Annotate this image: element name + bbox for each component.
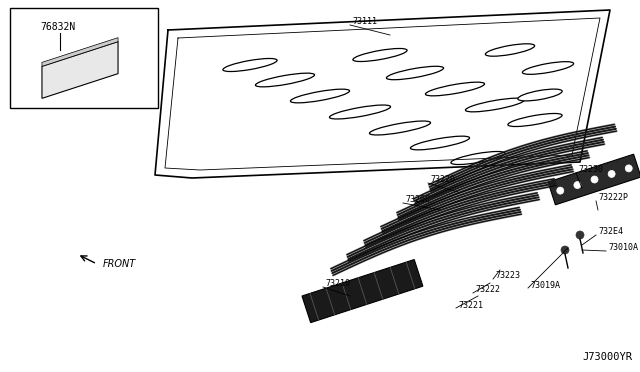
Circle shape xyxy=(574,182,581,189)
Text: 7320C: 7320C xyxy=(405,196,430,205)
Circle shape xyxy=(608,170,615,177)
Polygon shape xyxy=(42,38,118,66)
Text: 73111: 73111 xyxy=(352,17,377,26)
Ellipse shape xyxy=(330,105,390,119)
Text: 73222: 73222 xyxy=(475,285,500,295)
Polygon shape xyxy=(42,42,118,98)
Ellipse shape xyxy=(353,48,407,61)
Ellipse shape xyxy=(518,89,562,101)
Ellipse shape xyxy=(387,66,444,80)
Ellipse shape xyxy=(223,58,277,71)
Text: 732E4: 732E4 xyxy=(598,228,623,237)
Ellipse shape xyxy=(522,62,573,74)
Text: 73210: 73210 xyxy=(325,279,350,289)
Text: 73223: 73223 xyxy=(495,272,520,280)
Circle shape xyxy=(591,176,598,183)
Bar xyxy=(10,8,158,108)
Circle shape xyxy=(576,231,584,239)
Ellipse shape xyxy=(465,98,525,112)
Circle shape xyxy=(561,246,569,254)
Polygon shape xyxy=(302,260,423,323)
Ellipse shape xyxy=(451,151,505,164)
Ellipse shape xyxy=(369,121,431,135)
Text: 73010A: 73010A xyxy=(608,244,638,253)
Ellipse shape xyxy=(255,73,314,87)
Circle shape xyxy=(625,165,632,172)
Text: 73019A: 73019A xyxy=(530,280,560,289)
Ellipse shape xyxy=(508,113,562,126)
Text: 73230: 73230 xyxy=(578,166,603,174)
Text: FRONT: FRONT xyxy=(103,259,136,269)
Text: 73222P: 73222P xyxy=(598,193,628,202)
Text: J73000YR: J73000YR xyxy=(582,352,632,362)
Ellipse shape xyxy=(291,89,349,103)
Ellipse shape xyxy=(426,82,484,96)
Polygon shape xyxy=(548,154,640,205)
Text: 73221: 73221 xyxy=(458,301,483,310)
Circle shape xyxy=(557,187,564,194)
Ellipse shape xyxy=(485,44,534,56)
Ellipse shape xyxy=(410,136,470,150)
Text: 76832N: 76832N xyxy=(40,22,76,32)
Text: 73220: 73220 xyxy=(430,176,455,185)
